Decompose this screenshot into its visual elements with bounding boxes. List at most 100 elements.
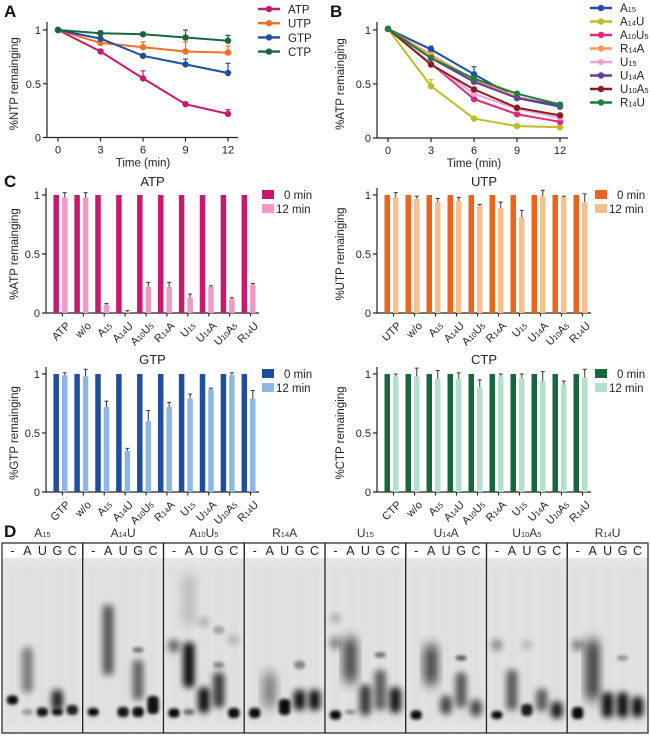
lane-smear (390, 565, 401, 725)
x-axis-label: Time (min) (447, 158, 502, 170)
panel-label-d: D (4, 522, 16, 541)
gel-band (51, 690, 64, 710)
x-axis-label: Time (min) (116, 158, 171, 170)
gel-block-a15: A15- A U G C (1, 526, 84, 734)
lane-smear (470, 565, 482, 725)
gel-band (374, 670, 387, 710)
gel-block-title-base: U (434, 526, 443, 540)
gel-band (344, 637, 357, 683)
legend-marker (597, 4, 605, 12)
gel-band (183, 575, 195, 625)
x-tick-label: w/o (404, 320, 425, 341)
bar-0min (157, 195, 164, 313)
legend-label-tail: A (637, 84, 645, 96)
x-tick-label: 3 (428, 145, 434, 157)
lane-smear (440, 565, 452, 725)
bar-0min (489, 374, 495, 492)
data-point (470, 86, 478, 93)
y-axis-label: %ATP remainging (9, 208, 21, 300)
legend-label: 12 min (276, 204, 311, 216)
gel-block-title-base: A (34, 526, 42, 540)
data-point (97, 30, 104, 37)
legend-label: 12 min (609, 383, 644, 395)
lane-label: C (149, 544, 158, 558)
gel-band (198, 618, 210, 626)
lane-label: U (38, 544, 47, 558)
gel-band (132, 660, 144, 700)
legend-marker (597, 31, 605, 39)
data-point (224, 49, 232, 56)
gel-block-title-sub2: 5 (214, 530, 218, 539)
data-point (513, 104, 521, 111)
gel-band (329, 637, 342, 649)
data-point (427, 54, 435, 62)
legend-label-sub: 14 (628, 100, 636, 109)
x-tick-label: 12 (554, 145, 566, 157)
gel-band (183, 709, 195, 715)
lane-smear (551, 565, 563, 725)
y-tick-label: 0 (365, 308, 371, 320)
lane-label: U (119, 544, 128, 558)
bar-0min (426, 374, 432, 492)
legend-label: R14A (620, 44, 645, 56)
lane-smear (294, 565, 305, 725)
bar-0min (384, 374, 390, 492)
gel-block-title-base: U (512, 526, 521, 540)
gel-band (536, 689, 548, 711)
bar-0min (95, 374, 101, 492)
lane-label: G (375, 544, 385, 558)
legend-label-base: A (620, 3, 628, 15)
bar-0min (531, 195, 537, 313)
lane-label: G (52, 544, 62, 558)
legend-label-sub: 14 (628, 19, 636, 28)
gel-band (132, 707, 144, 717)
legend-label: 0 min (617, 369, 645, 381)
gel-block-title-sub: 14 (603, 530, 611, 539)
x-tick-label: R14U (567, 320, 593, 346)
legend-swatch (595, 383, 607, 392)
y-tick-label: 1 (35, 25, 41, 37)
legend-label: 0 min (284, 369, 312, 381)
gel-block-r14a: R14A- A U G C (243, 526, 326, 734)
data-point (182, 48, 189, 55)
bar-12min (498, 207, 504, 313)
lane-label: - (172, 544, 176, 558)
legend-label-base: U (620, 84, 628, 96)
gel-block-title: U10A5 (512, 526, 541, 540)
bar-0min (552, 195, 558, 313)
lane-smear (264, 565, 275, 725)
lane-label: - (495, 544, 499, 558)
lane-label: - (253, 544, 257, 558)
gel-block-r14u: R14U- A U G C (566, 526, 649, 734)
x-tick-label: R14A (152, 499, 178, 525)
bar-12min (250, 284, 256, 313)
gel-block-title-sub: 14 (442, 530, 450, 539)
bar-12min (208, 287, 214, 313)
lane-label: U (361, 544, 370, 558)
gel-band (601, 692, 614, 718)
x-tick-label: 0 (55, 145, 61, 157)
gel-band (213, 672, 225, 708)
x-tick-label: ATP (50, 320, 73, 343)
x-tick-label: R14U (235, 499, 261, 525)
bar-0min (405, 374, 411, 492)
gel-band (329, 614, 342, 622)
legend-label: 12 min (276, 383, 311, 395)
legend-label: U14A (620, 71, 645, 83)
legend-marker (597, 99, 605, 106)
series-r14u (384, 25, 564, 108)
bar-0min (199, 195, 206, 313)
bar-12min (124, 450, 131, 492)
legend-marker (597, 72, 605, 79)
gel-block-title-sub2: 5 (537, 530, 541, 539)
gel-block-u15: U15- A U G C (324, 526, 407, 734)
data-point (182, 34, 189, 41)
bar-12min (540, 196, 546, 313)
lane-smear (536, 565, 548, 725)
bar-0min (74, 374, 80, 492)
bar-12min (103, 304, 110, 313)
gel-band (249, 708, 261, 718)
legend-label: CTP (288, 47, 311, 59)
gel-band (183, 642, 195, 688)
